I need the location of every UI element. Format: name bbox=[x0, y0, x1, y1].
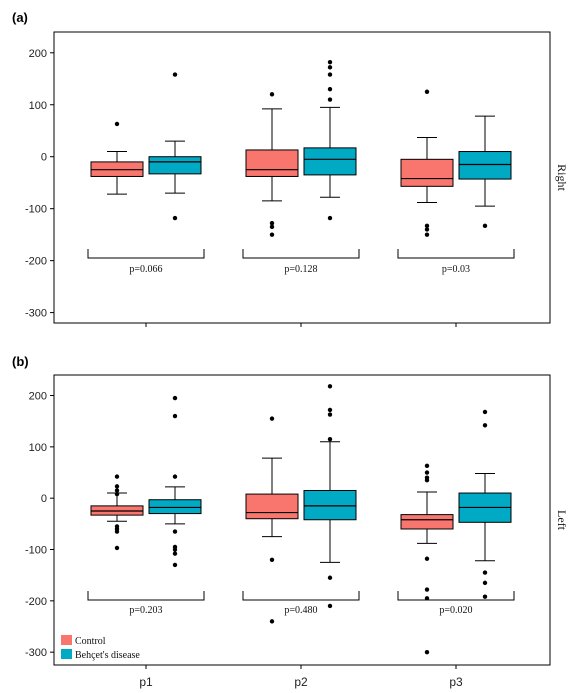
pvalue-label: p=0.066 bbox=[129, 264, 162, 275]
box bbox=[148, 499, 202, 515]
outlier-point bbox=[327, 65, 333, 70]
outlier-point bbox=[482, 594, 488, 599]
outlier-point bbox=[424, 227, 430, 232]
outlier-point bbox=[327, 59, 333, 65]
outlier-point bbox=[172, 562, 178, 568]
box bbox=[458, 151, 512, 180]
outlier-point bbox=[269, 221, 275, 226]
outlier-point bbox=[172, 474, 178, 479]
outlier-point bbox=[269, 619, 275, 624]
x-tick-label: p1 bbox=[139, 675, 153, 689]
outlier-point bbox=[172, 395, 178, 401]
outlier-point bbox=[172, 551, 178, 556]
pvalue-label: p=0.480 bbox=[284, 605, 317, 616]
outlier-point bbox=[424, 649, 430, 655]
outlier-point bbox=[269, 92, 275, 97]
outlier-point bbox=[114, 474, 120, 479]
legend-label: Control bbox=[75, 636, 106, 647]
box bbox=[245, 149, 299, 177]
outlier-point bbox=[327, 575, 333, 580]
pvalue-bracket bbox=[242, 249, 360, 259]
y-tick-label: -100 bbox=[25, 545, 47, 557]
panel-label: (b) bbox=[12, 354, 29, 369]
outlier-point bbox=[327, 215, 333, 221]
x-tick-label: p3 bbox=[449, 675, 463, 689]
outlier-point bbox=[424, 556, 430, 561]
outlier-point bbox=[327, 97, 333, 102]
y-tick-label: -200 bbox=[25, 256, 47, 268]
box bbox=[148, 156, 202, 175]
outlier-point bbox=[269, 224, 275, 230]
legend-label: Behçet's disease bbox=[75, 650, 140, 661]
outlier-point bbox=[269, 232, 275, 237]
outlier-point bbox=[482, 580, 488, 586]
legend-swatch bbox=[61, 635, 72, 645]
pvalue-label: p=0.128 bbox=[284, 264, 317, 275]
outlier-point bbox=[327, 384, 333, 389]
y-tick-label: -200 bbox=[25, 596, 47, 608]
y-tick-label: -300 bbox=[25, 308, 47, 320]
box bbox=[400, 514, 454, 530]
outlier-point bbox=[327, 603, 333, 609]
outlier-point bbox=[114, 484, 120, 489]
x-tick-label: p2 bbox=[294, 675, 308, 689]
plot-frame bbox=[53, 374, 551, 666]
pvalue-label: p=0.020 bbox=[439, 605, 472, 616]
box bbox=[303, 147, 357, 176]
y-tick-label: 100 bbox=[29, 100, 47, 112]
box bbox=[245, 493, 299, 520]
strip-label: Right bbox=[555, 164, 569, 191]
y-tick-label: 200 bbox=[29, 48, 47, 60]
pvalue-label: p=0.03 bbox=[442, 264, 470, 275]
pvalue-bracket bbox=[397, 591, 515, 601]
outlier-point bbox=[424, 89, 430, 94]
outlier-point bbox=[424, 478, 430, 483]
outlier-point bbox=[424, 596, 430, 601]
box bbox=[400, 158, 454, 187]
outlier-point bbox=[327, 72, 333, 77]
y-tick-label: 200 bbox=[29, 391, 47, 403]
outlier-point bbox=[327, 86, 333, 92]
outlier-point bbox=[114, 529, 120, 534]
outlier-point bbox=[482, 409, 488, 415]
outlier-point bbox=[482, 223, 488, 229]
y-tick-label: -100 bbox=[25, 204, 47, 216]
outlier-point bbox=[114, 491, 120, 497]
strip-label: Left bbox=[555, 510, 569, 531]
outlier-point bbox=[482, 570, 488, 575]
y-tick-label: 100 bbox=[29, 442, 47, 454]
plot-frame bbox=[53, 31, 551, 324]
y-tick-label: -300 bbox=[25, 647, 47, 659]
outlier-point bbox=[327, 407, 333, 413]
outlier-point bbox=[269, 557, 275, 562]
outlier-point bbox=[114, 545, 120, 551]
outlier-point bbox=[424, 587, 430, 592]
outlier-point bbox=[327, 436, 333, 442]
outlier-point bbox=[172, 215, 178, 221]
outlier-point bbox=[172, 547, 178, 552]
outlier-point bbox=[482, 423, 488, 428]
outlier-point bbox=[424, 463, 430, 469]
legend-swatch bbox=[61, 649, 72, 659]
pvalue-bracket bbox=[242, 591, 360, 601]
outlier-point bbox=[424, 223, 430, 229]
pvalue-bracket bbox=[87, 249, 205, 259]
y-tick-label: 0 bbox=[41, 493, 47, 505]
outlier-point bbox=[172, 529, 178, 534]
box bbox=[303, 489, 357, 521]
outlier-point bbox=[424, 470, 430, 475]
pvalue-bracket bbox=[397, 249, 515, 259]
outlier-point bbox=[424, 232, 430, 237]
outlier-point bbox=[327, 412, 333, 417]
outlier-point bbox=[269, 416, 275, 421]
pvalue-label: p=0.203 bbox=[129, 605, 162, 616]
y-tick-label: 0 bbox=[41, 152, 47, 164]
panel-label: (a) bbox=[12, 10, 28, 25]
outlier-point bbox=[172, 413, 178, 419]
outlier-point bbox=[114, 488, 120, 493]
pvalue-bracket bbox=[87, 591, 205, 601]
outlier-point bbox=[172, 72, 178, 77]
outlier-point bbox=[114, 121, 120, 127]
